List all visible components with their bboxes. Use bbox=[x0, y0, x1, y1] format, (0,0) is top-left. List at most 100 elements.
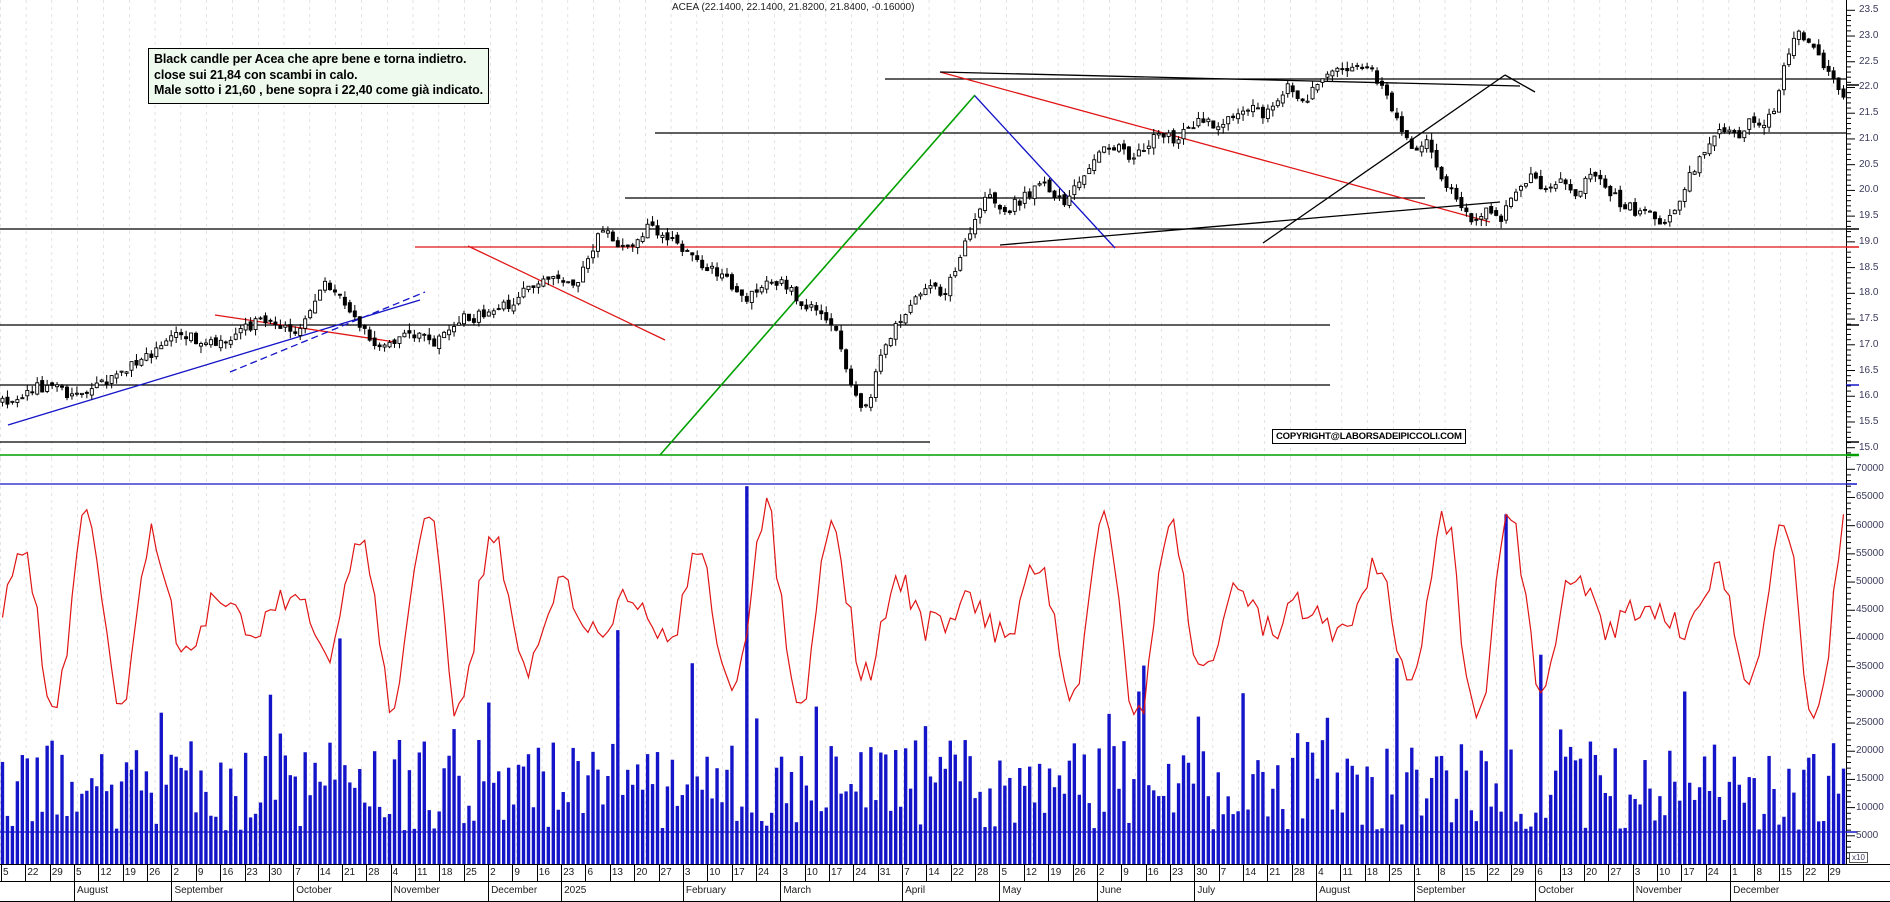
volume-bar bbox=[566, 802, 570, 864]
candle-body bbox=[1335, 67, 1340, 72]
date-day-label: 24 bbox=[855, 867, 867, 878]
month-separator bbox=[171, 882, 173, 902]
candle-body bbox=[1563, 179, 1568, 185]
candle-body bbox=[303, 318, 308, 329]
volume-tick-label: 55000 bbox=[1856, 547, 1884, 559]
volume-bar bbox=[392, 759, 397, 864]
volume-bar bbox=[65, 815, 69, 864]
volume-bar bbox=[1147, 785, 1151, 864]
date-tick-separator bbox=[1413, 864, 1415, 881]
month-separator bbox=[488, 882, 490, 902]
candle-body bbox=[1801, 32, 1806, 41]
volume-bar bbox=[849, 783, 853, 864]
candle-body bbox=[1454, 187, 1459, 200]
candle-body bbox=[675, 234, 680, 244]
price-tick-label: 20.5 bbox=[1859, 158, 1879, 170]
volume-bar bbox=[645, 754, 650, 864]
volume-bar bbox=[477, 739, 481, 864]
candle-body bbox=[1434, 149, 1439, 168]
volume-bar bbox=[437, 811, 441, 864]
candle-body bbox=[958, 256, 963, 271]
candle-body bbox=[1583, 177, 1588, 194]
candle-body bbox=[1841, 88, 1846, 98]
volume-bar bbox=[1668, 750, 1672, 864]
price-axis[interactable]: 15.0 15.5 16.0 16.5 17.0 17.5 18.0 18.5 19.0 19.5… bbox=[1846, 0, 1890, 458]
candle-body bbox=[427, 334, 432, 341]
volume-bar bbox=[606, 775, 610, 864]
volume-bar bbox=[229, 768, 233, 864]
candle-body bbox=[978, 208, 983, 218]
volume-bar bbox=[263, 756, 268, 864]
candle-body bbox=[1375, 70, 1380, 84]
date-month-label: December bbox=[1733, 885, 1780, 896]
candle-body bbox=[531, 285, 536, 288]
volume-bar bbox=[859, 752, 863, 864]
volume-bar bbox=[1707, 790, 1712, 864]
candle-body bbox=[655, 225, 660, 236]
volume-bar bbox=[189, 741, 193, 864]
candle-body bbox=[506, 299, 511, 310]
candle-body bbox=[1558, 178, 1563, 183]
date-tick-separator bbox=[1437, 864, 1439, 881]
volume-bar bbox=[650, 784, 655, 864]
volume-bar bbox=[293, 776, 297, 864]
price-pane[interactable]: ACEA (22.1400, 22.1400, 21.8200, 21.8400… bbox=[0, 0, 1846, 458]
candle-body bbox=[873, 371, 878, 398]
price-tick-label: 19.0 bbox=[1859, 235, 1879, 247]
volume-bar bbox=[1658, 796, 1662, 864]
date-tick-separator bbox=[1145, 864, 1147, 881]
candle-body bbox=[764, 280, 769, 290]
date-tick-separator bbox=[1730, 864, 1732, 881]
date-day-label: 16 bbox=[222, 867, 234, 878]
candle-body bbox=[729, 274, 734, 290]
date-tick-separator bbox=[415, 864, 416, 881]
volume-bar bbox=[1424, 798, 1429, 864]
candle-body bbox=[1419, 145, 1424, 153]
volume-bar bbox=[368, 806, 372, 864]
candle-body bbox=[1806, 38, 1811, 43]
date-tick-separator bbox=[439, 864, 441, 881]
volume-bar bbox=[511, 804, 516, 864]
volume-bar-series bbox=[0, 486, 1846, 864]
candle-body bbox=[1305, 100, 1310, 103]
volume-bar bbox=[1504, 514, 1508, 864]
candle-body bbox=[154, 347, 159, 358]
candle-body bbox=[1816, 44, 1821, 56]
volume-bar bbox=[1767, 755, 1771, 864]
volume-bar bbox=[1072, 743, 1077, 864]
volume-bar bbox=[417, 752, 422, 864]
date-day-label: 7 bbox=[904, 867, 910, 878]
volume-bar bbox=[45, 745, 49, 864]
candle-body bbox=[1578, 190, 1583, 197]
volume-bar bbox=[169, 754, 173, 864]
volume-bar bbox=[1335, 772, 1340, 864]
candle-body bbox=[839, 330, 844, 350]
date-month-label: October bbox=[296, 885, 332, 896]
candle-body bbox=[1037, 183, 1042, 186]
candle-body bbox=[774, 281, 779, 286]
volume-bar bbox=[432, 828, 436, 864]
candle-body bbox=[1702, 151, 1707, 156]
date-day-label: 10 bbox=[806, 867, 818, 878]
volume-bar bbox=[1727, 781, 1732, 864]
candle-body bbox=[1573, 189, 1578, 197]
volume-axis[interactable]: 5000 10000 15000 20000 25000 30000 35000 40000 4… bbox=[1846, 458, 1890, 864]
candle-body bbox=[804, 304, 809, 310]
volume-pane[interactable] bbox=[0, 458, 1846, 864]
candle-body bbox=[586, 258, 591, 269]
candle-body bbox=[1593, 171, 1598, 177]
candle-body bbox=[258, 317, 263, 320]
volume-bar bbox=[1345, 758, 1349, 864]
date-tick-separator bbox=[829, 864, 831, 881]
candle-body bbox=[1553, 184, 1558, 189]
candle-body bbox=[35, 382, 40, 395]
volume-bar bbox=[209, 815, 213, 864]
date-axis[interactable]: 5 22 29 5 12 19 26 2 9 16 23 30 7 14 21 28 4 11 18 25 2 9 16 23… bbox=[0, 864, 1890, 902]
candle-body bbox=[1618, 189, 1623, 208]
volume-bar bbox=[1653, 820, 1657, 864]
candle-body bbox=[635, 239, 640, 249]
volume-bar bbox=[1802, 769, 1806, 864]
volume-tick-label: 60000 bbox=[1856, 519, 1884, 531]
date-day-label: 20 bbox=[636, 867, 648, 878]
volume-bar bbox=[1176, 783, 1181, 864]
